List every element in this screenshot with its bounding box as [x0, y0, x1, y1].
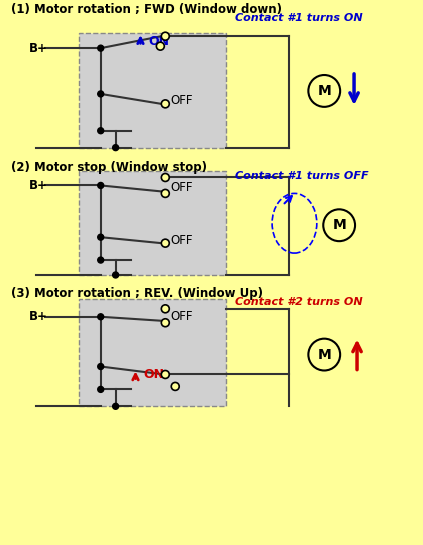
Bar: [79, 171, 226, 275]
Circle shape: [161, 190, 169, 197]
Circle shape: [98, 314, 104, 320]
Circle shape: [161, 32, 169, 40]
Text: OFF: OFF: [170, 310, 193, 323]
Text: B+: B+: [29, 310, 48, 323]
Circle shape: [98, 91, 104, 97]
Text: (1) Motor rotation ; FWD (Window down): (1) Motor rotation ; FWD (Window down): [11, 3, 282, 16]
Text: OFF: OFF: [170, 234, 193, 247]
Circle shape: [161, 319, 169, 326]
Circle shape: [161, 239, 169, 247]
Text: Contact #1 turns OFF: Contact #1 turns OFF: [235, 171, 368, 180]
Circle shape: [161, 100, 169, 108]
Circle shape: [98, 234, 104, 240]
Circle shape: [98, 183, 104, 189]
Text: (3) Motor rotation ; REV. (Window Up): (3) Motor rotation ; REV. (Window Up): [11, 287, 264, 300]
Bar: [79, 299, 226, 407]
Text: Contact #2 turns ON: Contact #2 turns ON: [235, 297, 363, 307]
Circle shape: [157, 42, 164, 50]
Circle shape: [113, 144, 118, 150]
Circle shape: [161, 371, 169, 378]
Text: M: M: [332, 218, 346, 232]
Text: B+: B+: [29, 179, 48, 192]
Circle shape: [98, 386, 104, 392]
Text: M: M: [317, 348, 331, 361]
Circle shape: [113, 272, 118, 278]
Circle shape: [98, 45, 104, 51]
Circle shape: [161, 305, 169, 313]
Text: B+: B+: [29, 41, 48, 55]
Text: OFF: OFF: [170, 181, 193, 194]
Text: ON: ON: [143, 368, 165, 381]
Bar: [79, 33, 226, 148]
Text: (2) Motor stop (Window stop): (2) Motor stop (Window stop): [11, 161, 207, 173]
Circle shape: [161, 173, 169, 181]
Text: ON: ON: [148, 35, 170, 47]
Text: Contact #1 turns ON: Contact #1 turns ON: [235, 13, 363, 23]
Circle shape: [98, 364, 104, 370]
Text: OFF: OFF: [170, 94, 193, 107]
Circle shape: [113, 403, 118, 409]
Circle shape: [98, 257, 104, 263]
Text: M: M: [317, 84, 331, 98]
Circle shape: [171, 383, 179, 390]
Circle shape: [98, 128, 104, 134]
